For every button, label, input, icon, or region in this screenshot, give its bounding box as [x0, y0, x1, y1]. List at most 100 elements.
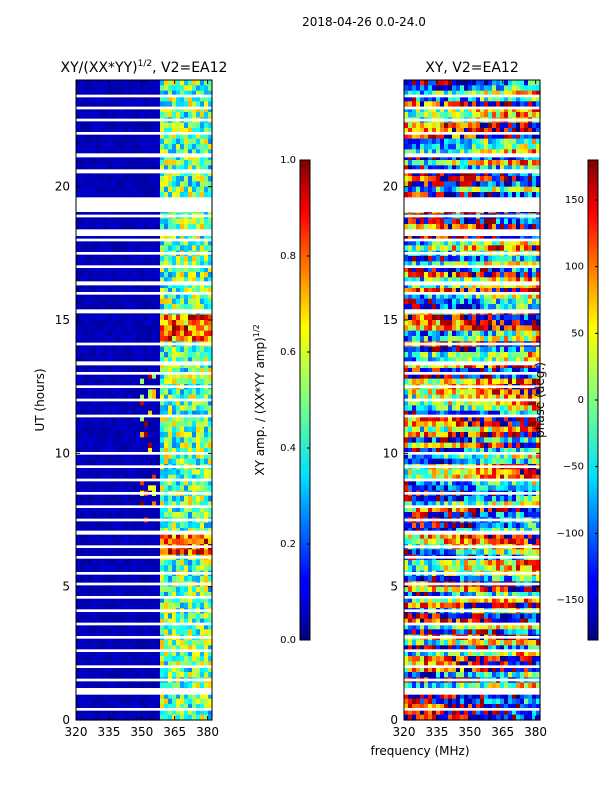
heatmap-cell: [184, 112, 189, 118]
heatmap-cell: [124, 522, 129, 529]
heatmap-cell: [76, 714, 81, 721]
heatmap-cell: [92, 85, 97, 92]
heatmap-cell: [156, 346, 161, 353]
heatmap-cell: [196, 560, 201, 566]
heatmap-cell: [176, 160, 181, 166]
heatmap-cell: [424, 186, 429, 193]
heatmap-cell: [196, 288, 201, 294]
heatmap-cell: [172, 437, 177, 444]
heatmap-cell: [80, 458, 85, 465]
heatmap-cell: [460, 165, 465, 172]
heatmap-cell: [132, 501, 137, 508]
heatmap-cell: [108, 240, 113, 246]
heatmap-cell: [192, 192, 197, 198]
heatmap-cell: [460, 176, 465, 182]
heatmap-cell: [184, 122, 189, 129]
heatmap-cell: [176, 128, 181, 134]
heatmap-cell: [160, 714, 165, 721]
heatmap-cell: [168, 389, 173, 396]
heatmap-cell: [208, 314, 213, 321]
heatmap-cell: [504, 165, 509, 172]
heatmap-cell: [80, 592, 85, 598]
heatmap-cell: [156, 256, 161, 262]
data-gap: [76, 292, 212, 295]
heatmap-cell: [92, 170, 97, 177]
heatmap-cell: [80, 218, 85, 225]
heatmap-cell: [172, 128, 177, 134]
heatmap-cell: [156, 288, 161, 294]
heatmap-cell: [152, 549, 157, 556]
heatmap-cell: [172, 101, 177, 108]
heatmap-cell: [200, 245, 205, 252]
heatmap-cell: [156, 709, 161, 716]
heatmap-cell: [196, 90, 201, 97]
heatmap-cell: [124, 101, 129, 108]
heatmap-cell: [200, 565, 205, 572]
heatmap-cell: [164, 656, 169, 662]
heatmap-cell: [184, 336, 189, 342]
heatmap-cell: [88, 389, 93, 396]
heatmap-cell: [116, 245, 121, 252]
heatmap-cell: [532, 170, 537, 177]
heatmap-cell: [164, 538, 169, 545]
heatmap-cell: [204, 597, 209, 604]
heatmap-cell: [192, 138, 197, 145]
heatmap-cell: [172, 368, 177, 374]
heatmap-cell: [112, 85, 117, 92]
heatmap-cell: [488, 106, 493, 113]
heatmap-cell: [420, 101, 425, 108]
heatmap-cell: [204, 176, 209, 182]
heatmap-cell: [184, 405, 189, 412]
heatmap-cell: [140, 640, 145, 646]
heatmap-cell: [160, 186, 165, 193]
heatmap-cell: [188, 352, 193, 358]
heatmap-cell: [84, 80, 89, 86]
heatmap-cell: [184, 101, 189, 108]
heatmap-cell: [416, 112, 421, 118]
heatmap-cell: [100, 368, 105, 374]
heatmap-cell: [144, 501, 149, 508]
heatmap-cell: [152, 421, 157, 428]
heatmap-cell: [92, 458, 97, 465]
heatmap-cell: [200, 453, 205, 460]
heatmap-cell: [132, 176, 137, 182]
heatmap-cell: [84, 602, 89, 609]
heatmap-cell: [188, 682, 193, 689]
heatmap-cell: [108, 661, 113, 668]
heatmap-cell: [180, 624, 185, 630]
heatmap-cell: [80, 112, 85, 118]
heatmap-cell: [184, 352, 189, 358]
heatmap-cell: [100, 122, 105, 129]
heatmap-cell: [128, 128, 133, 134]
heatmap-cell: [188, 394, 193, 401]
heatmap-cell: [136, 549, 141, 556]
heatmap-cell: [88, 394, 93, 401]
heatmap-cell: [200, 181, 205, 188]
heatmap-cell: [208, 666, 213, 673]
heatmap-cell: [204, 522, 209, 529]
heatmap-cell: [120, 90, 125, 97]
heatmap-cell: [132, 704, 137, 710]
heatmap-cell: [180, 698, 185, 705]
heatmap-cell: [172, 629, 177, 636]
heatmap-cell: [76, 272, 81, 278]
heatmap-cell: [200, 266, 205, 273]
heatmap-cell: [152, 314, 157, 321]
heatmap-cell: [164, 672, 169, 678]
heatmap-cell: [116, 266, 121, 273]
heatmap-cell: [208, 325, 213, 332]
heatmap-cell: [176, 165, 181, 172]
heatmap-cell: [92, 394, 97, 401]
heatmap-cell: [184, 325, 189, 332]
heatmap-cell: [164, 149, 169, 156]
heatmap-cell: [80, 437, 85, 444]
heatmap-cell: [428, 186, 433, 193]
heatmap-cell: [188, 314, 193, 321]
heatmap-cell: [84, 549, 89, 556]
heatmap-cell: [104, 128, 109, 134]
heatmap-cell: [516, 165, 521, 172]
heatmap-cell: [444, 80, 449, 86]
heatmap-cell: [88, 629, 93, 636]
heatmap-cell: [124, 410, 129, 417]
heatmap-cell: [144, 298, 149, 305]
